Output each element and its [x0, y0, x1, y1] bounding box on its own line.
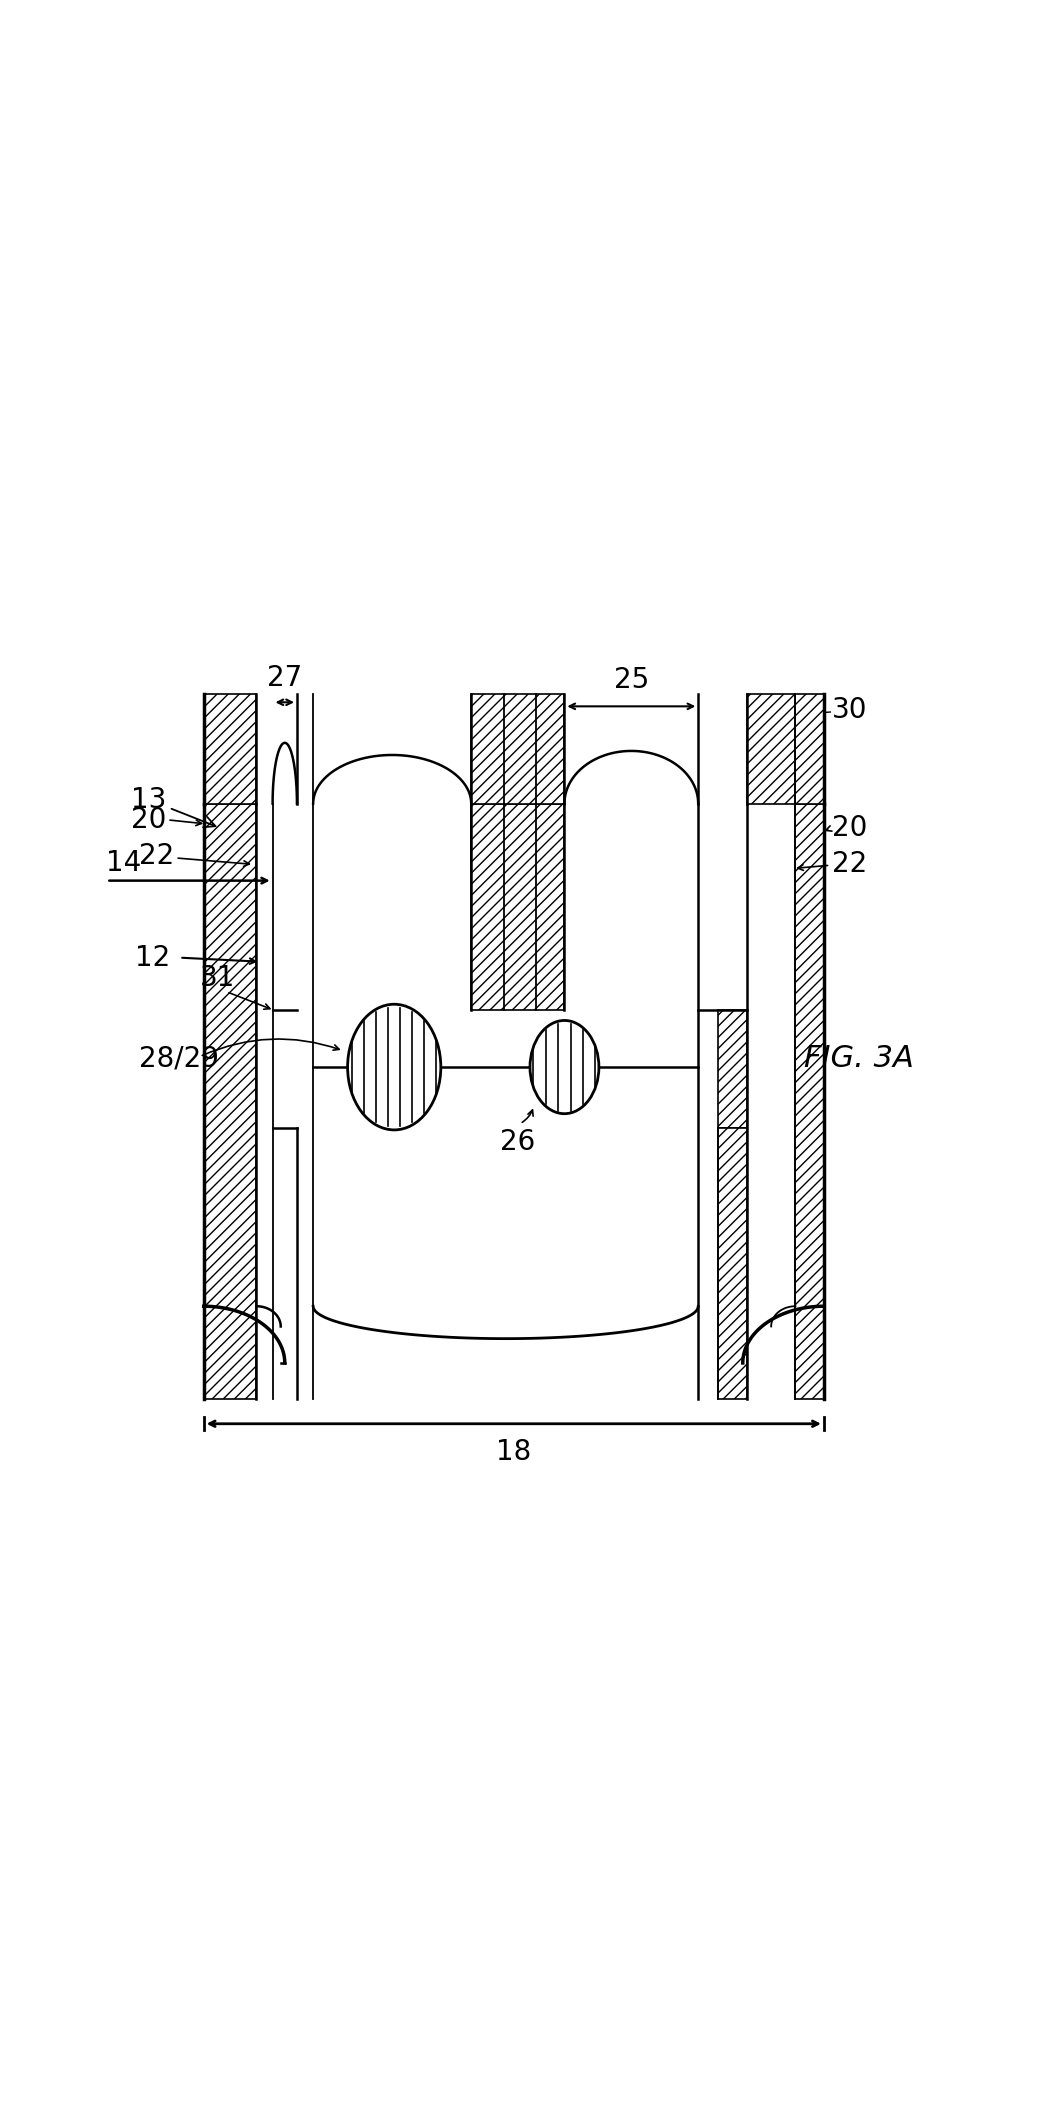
Text: 28/29: 28/29 [139, 1044, 219, 1074]
Text: 25: 25 [614, 665, 649, 695]
Text: 12: 12 [135, 943, 170, 973]
Ellipse shape [347, 1004, 440, 1130]
Text: 20: 20 [131, 806, 166, 834]
Text: 18: 18 [496, 1438, 531, 1467]
Bar [204, 695, 256, 804]
Bar [747, 695, 795, 804]
Text: FIG. 3A: FIG. 3A [803, 1044, 913, 1074]
Bar [471, 804, 565, 869]
Text: 27: 27 [267, 663, 302, 693]
Text: 14: 14 [107, 848, 141, 876]
Bar [795, 695, 824, 804]
Text: 22: 22 [139, 842, 174, 869]
Text: 13: 13 [131, 785, 215, 827]
Bar [719, 1128, 747, 1400]
Bar [471, 695, 565, 804]
Bar [471, 804, 565, 1010]
Bar [204, 804, 256, 1400]
Text: 30: 30 [832, 697, 867, 724]
Bar [204, 695, 824, 1400]
Bar [795, 804, 824, 1400]
Text: 20: 20 [832, 815, 867, 842]
Text: 22: 22 [832, 850, 867, 878]
Text: 26: 26 [500, 1128, 535, 1156]
Ellipse shape [530, 1021, 599, 1114]
Text: 31: 31 [200, 964, 235, 991]
Bar [719, 1010, 747, 1128]
